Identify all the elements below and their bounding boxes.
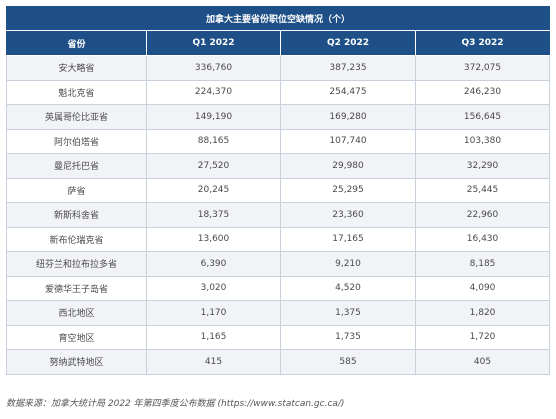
q1-cell: 224,370 — [146, 79, 281, 105]
province-cell: 魁北克省 — [6, 79, 147, 105]
vacancy-table: 加拿大主要省份职位空缺情况（个） 省份 Q1 2022 Q2 2022 Q3 2… — [5, 6, 551, 375]
q3-cell: 32,290 — [414, 153, 551, 179]
q2-cell: 387,235 — [280, 55, 416, 81]
province-cell: 新斯科舍省 — [6, 202, 147, 228]
q3-cell: 246,230 — [414, 79, 551, 105]
q1-cell: 336,760 — [146, 55, 281, 81]
province-cell: 萨省 — [6, 177, 147, 203]
province-cell: 爱德华王子岛省 — [6, 275, 147, 301]
q1-cell: 27,520 — [146, 153, 281, 179]
table-row: 育空地区 1,165 1,735 1,720 — [6, 324, 551, 350]
q1-cell: 415 — [146, 349, 281, 375]
q2-cell: 9,210 — [280, 251, 416, 277]
table-row: 纽芬兰和拉布拉多省 6,390 9,210 8,185 — [6, 251, 551, 277]
province-cell: 曼尼托巴省 — [6, 153, 147, 179]
q3-cell: 4,090 — [414, 275, 551, 301]
title-row: 加拿大主要省份职位空缺情况（个） — [5, 6, 551, 31]
q1-cell: 88,165 — [146, 128, 281, 154]
table-row: 英属哥伦比亚省 149,190 169,280 156,645 — [6, 104, 551, 130]
province-cell: 阿尔伯塔省 — [6, 128, 147, 154]
q1-cell: 3,020 — [146, 275, 281, 301]
table-row: 萨省 20,245 25,295 25,445 — [6, 177, 551, 203]
q2-cell: 17,165 — [280, 226, 416, 252]
province-cell: 育空地区 — [6, 324, 147, 350]
q3-cell: 372,075 — [414, 55, 551, 81]
q2-cell: 107,740 — [280, 128, 416, 154]
table-row: 阿尔伯塔省 88,165 107,740 103,380 — [6, 128, 551, 154]
q1-cell: 13,600 — [146, 226, 281, 252]
q3-cell: 22,960 — [414, 202, 551, 228]
q1-cell: 20,245 — [146, 177, 281, 203]
table-row: 新斯科舍省 18,375 23,360 22,960 — [6, 202, 551, 228]
table-row: 努纳武特地区 415 585 405 — [6, 349, 551, 375]
province-cell: 努纳武特地区 — [6, 349, 147, 375]
q2-cell: 1,735 — [280, 324, 416, 350]
q3-cell: 25,445 — [414, 177, 551, 203]
province-cell: 安大略省 — [6, 55, 147, 81]
q2-cell: 254,475 — [280, 79, 416, 105]
header-row: 省份 Q1 2022 Q2 2022 Q3 2022 — [6, 30, 551, 56]
province-cell: 新布伦瑞克省 — [6, 226, 147, 252]
table-body: 安大略省 336,760 387,235 372,075 魁北克省 224,370 254,… — [6, 55, 551, 375]
q1-cell: 6,390 — [146, 251, 281, 277]
q2-cell: 29,980 — [280, 153, 416, 179]
q3-cell: 16,430 — [414, 226, 551, 252]
table-row: 爱德华王子岛省 3,020 4,520 4,090 — [6, 275, 551, 301]
q3-cell: 1,820 — [414, 300, 551, 326]
q3-cell: 8,185 — [414, 251, 551, 277]
q1-cell: 149,190 — [146, 104, 281, 130]
q2-cell: 23,360 — [280, 202, 416, 228]
q3-cell: 156,645 — [414, 104, 551, 130]
q1-cell: 1,165 — [146, 324, 281, 350]
vacancy-table-container: 加拿大主要省份职位空缺情况（个） 省份 Q1 2022 Q2 2022 Q3 2… — [5, 6, 551, 375]
q2-cell: 585 — [280, 349, 416, 375]
column-header-q2: Q2 2022 — [280, 30, 416, 56]
table-row: 曼尼托巴省 27,520 29,980 32,290 — [6, 153, 551, 179]
q1-cell: 1,170 — [146, 300, 281, 326]
column-header-q1: Q1 2022 — [146, 30, 281, 56]
province-cell: 纽芬兰和拉布拉多省 — [6, 251, 147, 277]
q3-cell: 103,380 — [414, 128, 551, 154]
q3-cell: 1,720 — [414, 324, 551, 350]
table-row: 新布伦瑞克省 13,600 17,165 16,430 — [6, 226, 551, 252]
q2-cell: 25,295 — [280, 177, 416, 203]
table-row: 魁北克省 224,370 254,475 246,230 — [6, 79, 551, 105]
table-row: 西北地区 1,170 1,375 1,820 — [6, 300, 551, 326]
table-row: 安大略省 336,760 387,235 372,075 — [6, 55, 551, 81]
source-note: 数据来源：加拿大统计局 2022 年第四季度公布数据 (https://www.… — [6, 399, 345, 409]
column-header-q3: Q3 2022 — [414, 30, 551, 56]
q2-cell: 4,520 — [280, 275, 416, 301]
q2-cell: 1,375 — [280, 300, 416, 326]
province-cell: 西北地区 — [6, 300, 147, 326]
q2-cell: 169,280 — [280, 104, 416, 130]
q3-cell: 405 — [414, 349, 551, 375]
table-title: 加拿大主要省份职位空缺情况（个） — [5, 6, 551, 31]
q1-cell: 18,375 — [146, 202, 281, 228]
column-header-province: 省份 — [6, 30, 147, 56]
province-cell: 英属哥伦比亚省 — [6, 104, 147, 130]
